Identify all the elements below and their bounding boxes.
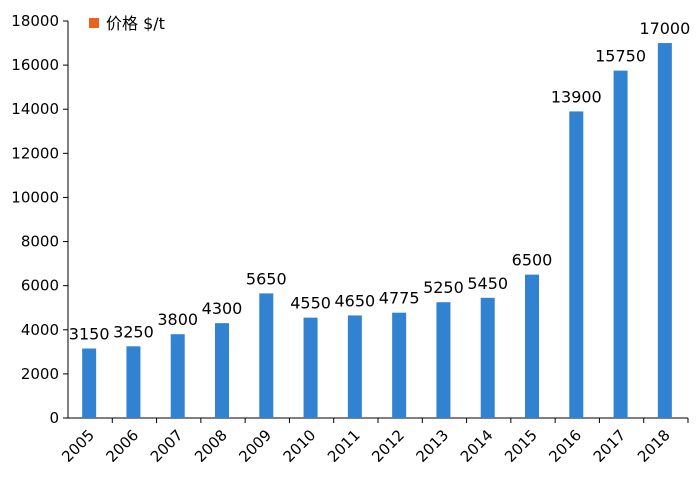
- bar-2013: [436, 302, 451, 418]
- y-tick-label: 12000: [11, 144, 59, 162]
- data-label-2014: 5450: [467, 274, 508, 293]
- y-tick-label: 18000: [11, 12, 59, 30]
- x-tick-label-2016: 2016: [545, 426, 585, 466]
- y-axis-ticks: 0 2000 4000 6000 8000 10000 12000 14000 16000 180…: [11, 12, 68, 427]
- y-tick-label: 6000: [21, 277, 59, 295]
- x-tick-label-2015: 2015: [501, 426, 541, 466]
- data-label-2017: 15750: [595, 47, 646, 66]
- bars: [82, 43, 672, 419]
- legend: 价格 $/t: [89, 14, 165, 33]
- bar-2008: [215, 323, 229, 418]
- y-tick-label: 16000: [11, 56, 59, 74]
- data-label-2006: 3250: [113, 322, 154, 341]
- data-label-2005: 3150: [69, 325, 110, 344]
- data-label-2010: 4550: [290, 294, 331, 313]
- x-tick-label-2014: 2014: [457, 426, 497, 466]
- y-tick-label: 2000: [21, 365, 59, 383]
- bar-2014: [480, 297, 495, 418]
- x-tick-label-2005: 2005: [58, 426, 98, 466]
- x-tick-label-2013: 2013: [413, 426, 453, 466]
- y-tick-label: 4000: [21, 321, 59, 339]
- data-label-2007: 3800: [157, 310, 198, 329]
- data-label-2009: 5650: [246, 269, 287, 288]
- x-tick-label-2017: 2017: [590, 426, 630, 466]
- bar-2017: [613, 70, 628, 418]
- data-label-2018: 17000: [639, 19, 690, 38]
- x-tick-label-2011: 2011: [324, 426, 364, 466]
- legend-label: 价格 $/t: [106, 14, 165, 33]
- bar-2015: [525, 274, 539, 418]
- data-label-2011: 4650: [334, 291, 375, 310]
- x-tick-label-2009: 2009: [235, 426, 275, 466]
- data-label-2012: 4775: [379, 289, 420, 308]
- y-tick-label: 0: [49, 409, 59, 427]
- x-axis-ticks: 2005 2006 2007 2008 2009 2010 2011 2012 2013 2014…: [58, 418, 689, 466]
- x-tick-label-2006: 2006: [103, 426, 143, 466]
- bar-2007: [170, 334, 185, 418]
- axes: [67, 21, 688, 419]
- bar-2006: [126, 346, 141, 418]
- x-tick-label-2010: 2010: [280, 426, 320, 466]
- bar-2005: [82, 348, 97, 418]
- bar-2009: [259, 293, 274, 418]
- y-tick-label: 10000: [11, 188, 59, 206]
- bar-2018: [657, 43, 672, 419]
- data-label-2016: 13900: [551, 87, 602, 106]
- data-label-2013: 5250: [423, 278, 464, 297]
- y-tick-label: 14000: [11, 100, 59, 118]
- x-tick-label-2007: 2007: [147, 426, 187, 466]
- x-tick-label-2012: 2012: [368, 426, 408, 466]
- x-tick-label-2018: 2018: [634, 426, 674, 466]
- bar-2011: [347, 315, 362, 418]
- data-label-2008: 4300: [202, 299, 243, 318]
- bar-2016: [569, 111, 584, 418]
- bar-2010: [303, 317, 318, 418]
- data-label-2015: 6500: [512, 251, 553, 270]
- legend-swatch: [89, 18, 99, 28]
- x-tick-label-2008: 2008: [191, 426, 231, 466]
- y-tick-label: 8000: [21, 233, 59, 251]
- bar-2012: [392, 312, 407, 418]
